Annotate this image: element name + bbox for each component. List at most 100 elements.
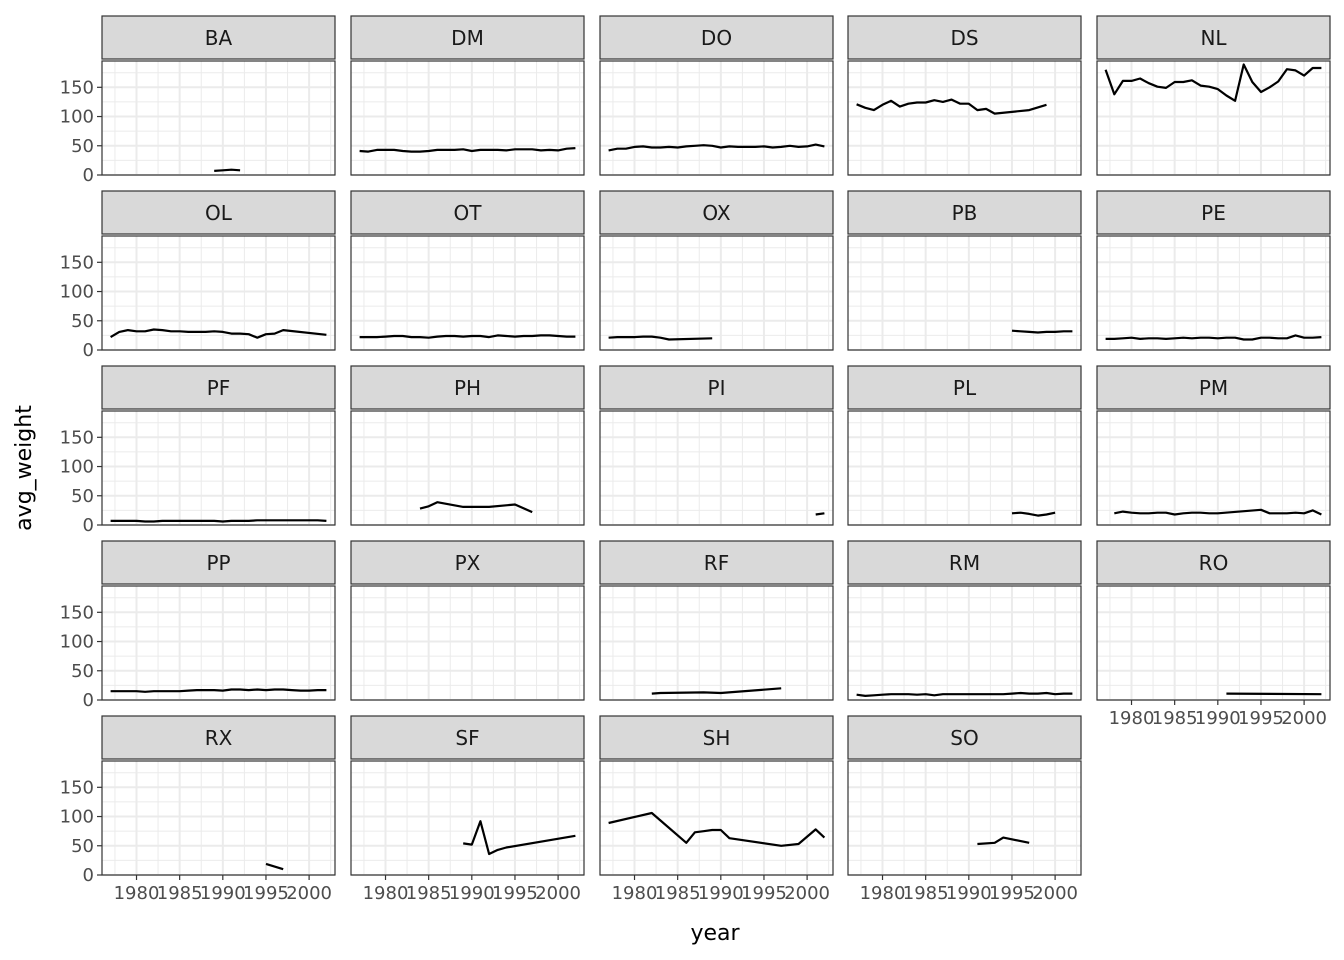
panel-border: [101, 235, 336, 351]
facet-strip: [599, 190, 834, 235]
facet-dm: DM: [350, 15, 585, 176]
plot-panel: [1097, 236, 1330, 350]
y-tick-label: 0: [83, 340, 94, 361]
x-tick-label: 1990: [698, 883, 744, 904]
series-line-sf: [463, 820, 576, 856]
facet-strip: [599, 715, 834, 760]
series-line-nl: [1104, 63, 1322, 102]
facet-pb: PB: [847, 190, 1082, 351]
x-tick-label: 1985: [1152, 708, 1198, 729]
facet-strip-label: NL: [1200, 26, 1227, 50]
y-tick-label: 0: [83, 865, 94, 886]
series-line-ro: [1226, 692, 1322, 696]
y-tick-label: 0: [83, 515, 94, 536]
plot-panel: [600, 61, 833, 175]
facet-strip-label: DO: [701, 26, 732, 50]
x-tick-label: 1995: [1238, 708, 1284, 729]
x-tick-label: 2000: [535, 883, 581, 904]
panel-border: [847, 760, 1082, 876]
facet-strip: [350, 15, 585, 60]
series-line-so: [977, 836, 1030, 846]
facet-strip: [599, 540, 834, 585]
facet-do: DO: [599, 15, 834, 176]
y-tick-label: 100: [60, 282, 94, 303]
facet-strip-label: DM: [451, 26, 484, 50]
facet-strip-label: RF: [704, 551, 729, 575]
facet-pi: PI: [599, 365, 834, 526]
x-tick-label: 2000: [1281, 708, 1327, 729]
facet-strip-label: SF: [455, 726, 479, 750]
x-tick-label: 1990: [449, 883, 495, 904]
facet-panels: BA 0 50 100 150 DM DO DS NL OL 0 50 100 150 OT OX PB PE PF…: [60, 15, 1331, 904]
panel-border: [350, 410, 585, 526]
facet-strip-label: BA: [205, 26, 233, 50]
series-line-sh: [608, 811, 826, 847]
facet-strip: [847, 365, 1082, 410]
x-tick-label: 1985: [157, 883, 203, 904]
plot-panel: [351, 236, 584, 350]
series-line-ds: [856, 98, 1047, 115]
plot-panel: [600, 586, 833, 700]
panel-border: [599, 760, 834, 876]
y-tick-label: 50: [71, 136, 94, 157]
y-tick-label: 50: [71, 661, 94, 682]
facet-px: PX: [350, 540, 585, 701]
panel-border: [599, 60, 834, 176]
panel-border: [101, 410, 336, 526]
x-tick-label: 1990: [200, 883, 246, 904]
facet-strip: [599, 15, 834, 60]
series-line-pe: [1105, 334, 1322, 341]
panel-border: [350, 235, 585, 351]
x-tick-label: 1980: [612, 883, 658, 904]
panel-border: [350, 585, 585, 701]
facet-strip: [350, 540, 585, 585]
panel-border: [350, 60, 585, 176]
facet-strip-label: PE: [1201, 201, 1226, 225]
facet-strip: [847, 540, 1082, 585]
plot-panel: [848, 236, 1081, 350]
facet-ot: OT: [350, 190, 585, 351]
panel-border: [1096, 410, 1331, 526]
y-tick-label: 50: [71, 836, 94, 857]
facet-strip: [1096, 540, 1331, 585]
x-tick-label: 1985: [655, 883, 701, 904]
y-axis-title: avg_weight: [12, 405, 37, 531]
panel-border: [101, 585, 336, 701]
facet-strip: [350, 365, 585, 410]
x-tick-label: 2000: [1032, 883, 1078, 904]
panel-border: [599, 410, 834, 526]
facet-ds: DS: [847, 15, 1082, 176]
plot-panel: [1097, 586, 1330, 700]
x-axis-title: year: [690, 921, 740, 946]
facet-strip: [350, 190, 585, 235]
y-tick-label: 150: [60, 777, 94, 798]
facet-strip: [847, 190, 1082, 235]
facet-ol: OL 0 50 100 150: [60, 190, 336, 361]
facet-strip-label: PB: [952, 201, 978, 225]
panel-border: [1096, 60, 1331, 176]
facet-strip: [599, 365, 834, 410]
series-line-rf: [651, 687, 782, 695]
facet-strip-label: OX: [702, 201, 730, 225]
y-tick-label: 150: [60, 77, 94, 98]
facet-strip-label: OT: [454, 201, 483, 225]
panel-border: [847, 235, 1082, 351]
series-line-pb: [1011, 329, 1073, 334]
x-tick-label: 1980: [114, 883, 160, 904]
facet-strip-label: SH: [703, 726, 731, 750]
series-line-pl: [1011, 511, 1056, 517]
facet-rf: RF: [599, 540, 834, 701]
facet-strip: [1096, 365, 1331, 410]
y-tick-label: 100: [60, 807, 94, 828]
series-line-do: [608, 143, 825, 152]
plot-panel: [600, 761, 833, 875]
plot-panel: [848, 761, 1081, 875]
x-tick-label: 1995: [243, 883, 289, 904]
facet-strip: [847, 715, 1082, 760]
panel-border: [847, 585, 1082, 701]
y-tick-label: 50: [71, 311, 94, 332]
facet-strip-label: RX: [205, 726, 233, 750]
y-tick-label: 150: [60, 427, 94, 448]
